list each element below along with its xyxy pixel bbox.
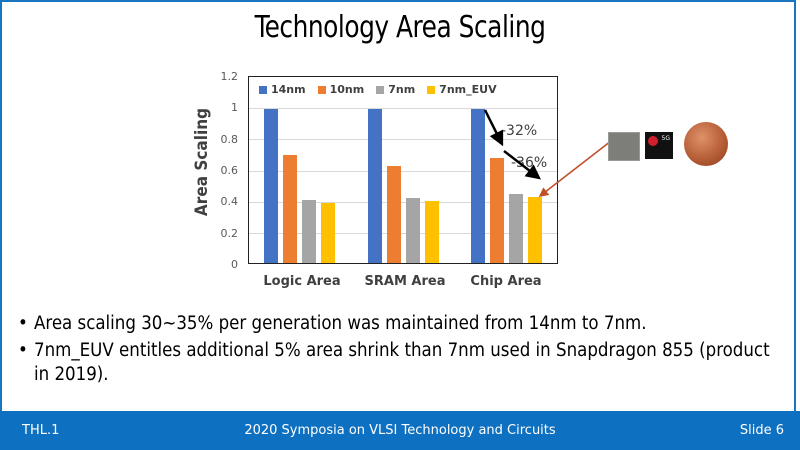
footer-conference: 2020 Symposia on VLSI Technology and Cir…	[244, 423, 556, 438]
legend-item: 7nm	[376, 83, 415, 96]
y-tick: 0	[231, 258, 238, 271]
x-tick-label: Logic Area	[263, 274, 341, 289]
gridline	[249, 233, 557, 234]
bullet-item: • 7nm_EUV entitles additional 5% area shr…	[18, 340, 770, 385]
snapdragon-chip-icon: 5G	[645, 132, 673, 159]
gridline	[249, 202, 557, 203]
bar-7nm-logic-area	[302, 199, 316, 263]
annotation-32: -32%	[501, 123, 538, 139]
bar-10nm-sram-area	[387, 165, 401, 263]
bar-7nm-chip-area	[509, 193, 523, 263]
bar-14nm-chip-area	[471, 108, 485, 263]
bar-7nm_EUV-sram-area	[425, 201, 439, 263]
y-tick: 0.2	[220, 227, 239, 240]
footer-session-id: THL.1	[22, 423, 60, 438]
bar-14nm-sram-area	[368, 108, 382, 263]
legend: 14nm 10nm 7nm 7nm_EUV	[259, 83, 497, 96]
legend-item: 14nm	[259, 83, 306, 96]
gridline	[249, 171, 557, 172]
y-tick: 1	[231, 101, 238, 114]
bar-7nm_EUV-logic-area	[321, 202, 335, 263]
legend-item: 10nm	[317, 83, 364, 96]
plot-area: 14nm 10nm 7nm 7nm_EUV -32% -36%	[248, 76, 612, 264]
bar-chart: Area Scaling 0 0.2 0.4 0.6 0.8 1 1.2 14n…	[190, 68, 612, 298]
y-tick: 0.4	[220, 195, 239, 208]
bar-14nm-logic-area	[264, 108, 278, 263]
bar-7nm-sram-area	[406, 198, 420, 263]
x-tick-label: SRAM Area	[364, 274, 446, 289]
x-tick-label: Chip Area	[470, 274, 542, 289]
legend-item: 7nm_EUV	[427, 83, 497, 96]
bullet-item: • Area scaling 30~35% per generation was …	[18, 313, 647, 334]
bar-10nm-chip-area	[490, 158, 504, 263]
arrow-icon	[483, 109, 612, 197]
coin-icon	[684, 122, 728, 166]
y-tick: 1.2	[220, 70, 239, 83]
gridline	[249, 108, 557, 109]
die-photo-icon	[608, 132, 640, 161]
bar-10nm-logic-area	[283, 155, 297, 263]
gridline	[249, 139, 557, 140]
bullet-list: • Area scaling 30~35% per generation was …	[18, 312, 788, 390]
footer-slide-number: Slide 6	[739, 423, 784, 438]
y-tick: 0.6	[220, 164, 239, 177]
slide-frame	[0, 0, 796, 411]
y-tick: 0.8	[220, 133, 239, 146]
bar-7nm_EUV-chip-area	[528, 196, 542, 263]
slide-title: Technology Area Scaling	[254, 10, 546, 45]
footer-bar: THL.1 2020 Symposia on VLSI Technology a…	[0, 411, 800, 450]
